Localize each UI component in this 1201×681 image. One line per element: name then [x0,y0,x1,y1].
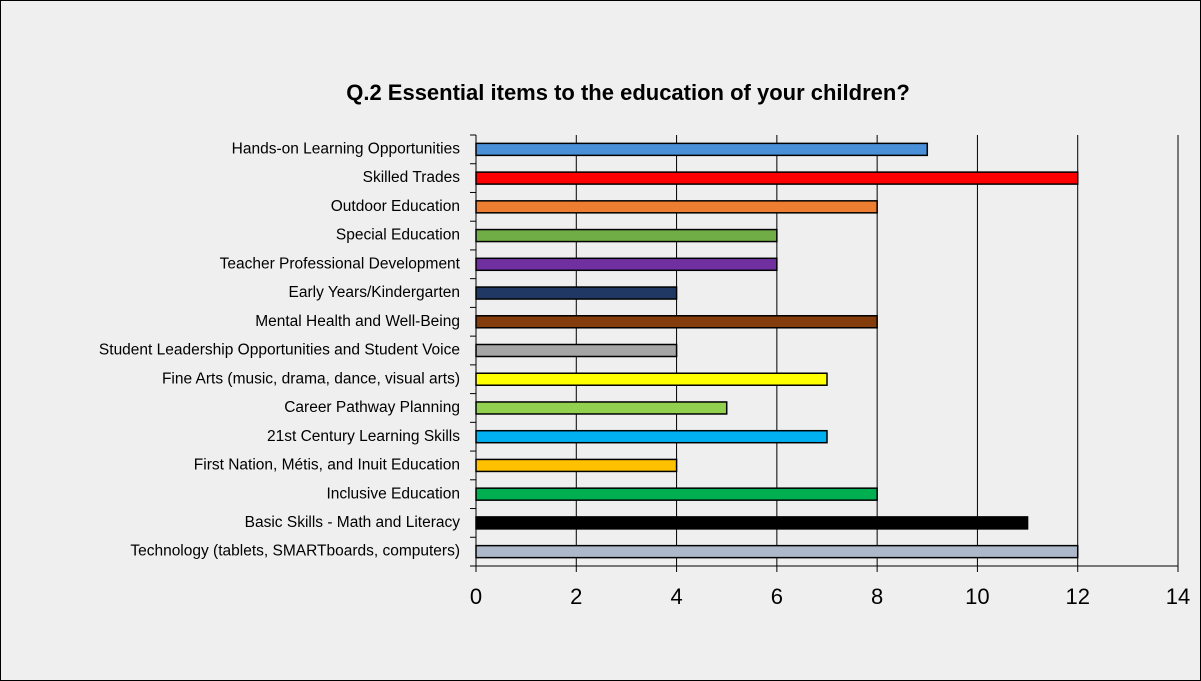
bar [475,257,778,272]
bar [475,315,878,329]
y-tick-label: Basic Skills - Math and Literacy [245,514,461,531]
y-tick-label: Fine Arts (music, drama, dance, visual a… [162,370,460,387]
y-tick-label: Skilled Trades [363,169,461,186]
x-tick-label: 2 [570,584,582,609]
y-tick-label: Mental Health and Well-Being [255,313,460,330]
chart-title: Q.2 Essential items to the education of … [346,80,910,105]
bar [475,487,878,501]
bar [475,171,1079,185]
y-tick-label: Student Leadership Opportunities and Stu… [99,342,460,359]
y-tick-label: Early Years/Kindergarten [289,284,460,301]
x-tick-label: 8 [871,584,883,609]
y-tick-label: Special Education [336,227,460,244]
bar [475,401,728,415]
y-tick-label: 21st Century Learning Skills [267,428,460,445]
bar [475,458,678,473]
y-tick-label: Outdoor Education [331,198,460,215]
x-tick-label: 4 [670,584,682,609]
bar [475,200,878,214]
bar [475,516,1029,530]
y-tick-label: Inclusive Education [326,485,460,502]
x-tick-label: 10 [965,584,989,609]
x-tick-label: 0 [470,584,482,609]
y-tick-label: Hands-on Learning Opportunities [232,140,461,157]
bar [475,544,1079,559]
bar [475,343,678,358]
x-tick-label: 12 [1065,584,1089,609]
bar [475,228,778,243]
bar [475,286,678,300]
bar [475,372,828,386]
y-tick-label: First Nation, Métis, and Inuit Education [194,457,460,474]
bar [475,429,828,444]
y-tick-label: Career Pathway Planning [284,399,460,416]
x-tick-label: 14 [1166,584,1190,609]
bar [475,142,929,157]
x-tick-label: 6 [771,584,783,609]
y-tick-label: Technology (tablets, SMARTboards, comput… [130,543,460,560]
y-tick-label: Teacher Professional Development [220,255,461,272]
